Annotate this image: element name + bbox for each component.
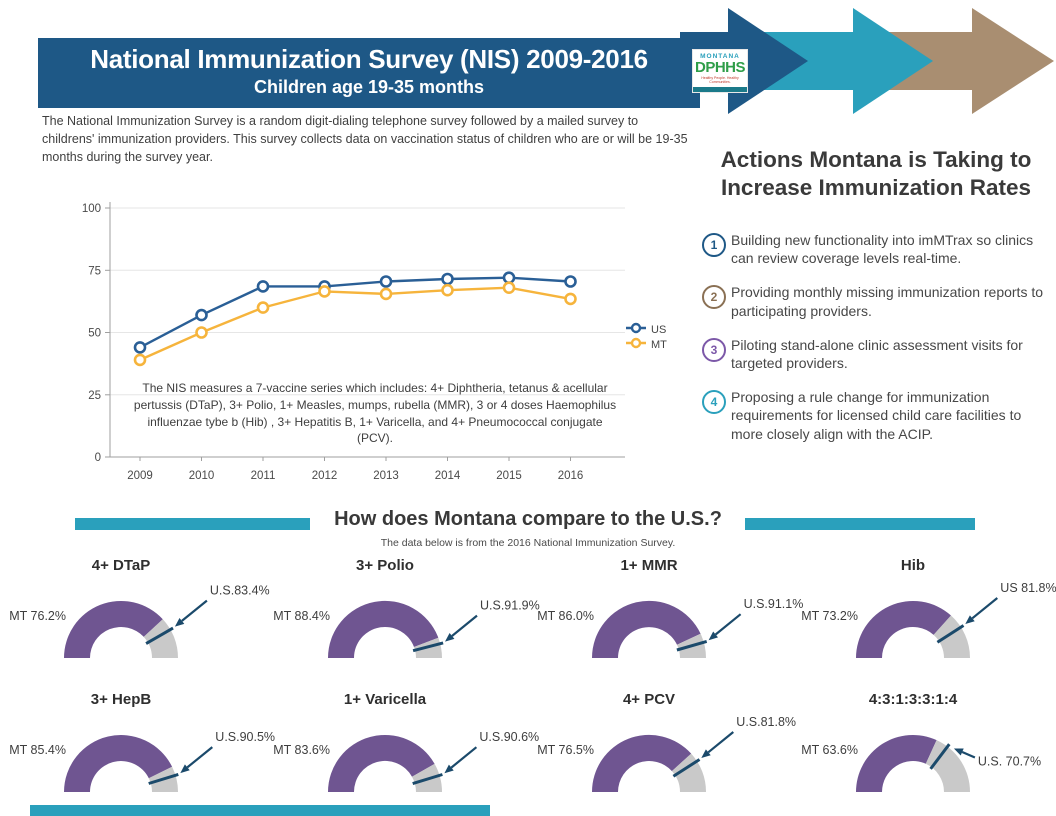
action-item-2: 2 Providing monthly missing immunization… bbox=[702, 283, 1052, 319]
svg-text:2016: 2016 bbox=[558, 470, 584, 482]
page-title: National Immunization Survey (NIS) 2009-… bbox=[90, 44, 648, 74]
numbered-badge-3: 3 bbox=[702, 337, 726, 362]
action-item-4: 4 Proposing a rule change for immunizati… bbox=[702, 388, 1052, 443]
action-text-4: Proposing a rule change for immunization… bbox=[731, 389, 1022, 442]
svg-text:MT 88.4%: MT 88.4% bbox=[273, 609, 330, 623]
chart-note: The NIS measures a 7-vaccine series whic… bbox=[133, 381, 617, 446]
logo-strip bbox=[693, 87, 747, 92]
svg-text:50: 50 bbox=[88, 328, 101, 340]
gauge-cell-3-hepb: 3+ HepB MT 85.4% U.S.90.5% bbox=[0, 686, 275, 806]
header-band: National Immunization Survey (NIS) 2009-… bbox=[38, 38, 700, 108]
comparison-title: How does Montana compare to the U.S.? bbox=[334, 508, 722, 530]
svg-text:4+ DTaP: 4+ DTaP bbox=[92, 557, 151, 574]
arrow-banner-icon bbox=[680, 8, 1054, 114]
svg-text:4:3:1:3:3:1:4: 4:3:1:3:3:1:4 bbox=[869, 691, 958, 708]
gauge-cell-4-pcv: 4+ PCV MT 76.5% U.S.81.8% bbox=[528, 686, 796, 806]
actions-panel-title: Actions Montana is Taking to Increase Im… bbox=[720, 147, 1032, 201]
numbered-badge-4: 4 bbox=[702, 390, 726, 415]
svg-text:MT 76.2%: MT 76.2% bbox=[9, 609, 66, 623]
gauge-chart: Hib MT 73.2% US 81.8% bbox=[801, 557, 1056, 658]
logo-agency-label: DPHHS bbox=[694, 59, 746, 76]
svg-text:2010: 2010 bbox=[189, 470, 215, 482]
svg-text:2014: 2014 bbox=[435, 470, 461, 482]
gauge-chart: 3+ Polio MT 88.4% U.S.91.9% bbox=[273, 557, 540, 658]
gauge-row-1: 4+ DTaP MT 76.2% U.S.83.4% 3+ Polio MT 88.4%… bbox=[0, 552, 1056, 672]
svg-text:Hib: Hib bbox=[901, 557, 925, 574]
svg-text:2011: 2011 bbox=[251, 470, 276, 482]
gauge-chart: 3+ HepB MT 85.4% U.S.90.5% bbox=[9, 691, 275, 792]
svg-text:U.S.83.4%: U.S.83.4% bbox=[210, 584, 270, 598]
comparison-subtitle: The data below is from the 2016 National… bbox=[380, 537, 676, 549]
logo-tagline: Healthy People. Healthy Communities. bbox=[701, 76, 739, 84]
intro-paragraph: The National Immunization Survey is a ra… bbox=[42, 114, 688, 164]
divider-bar-right bbox=[745, 518, 975, 530]
svg-text:MT 76.5%: MT 76.5% bbox=[537, 743, 594, 757]
svg-text:U.S.91.9%: U.S.91.9% bbox=[480, 599, 540, 613]
svg-text:100: 100 bbox=[82, 203, 101, 215]
dphhs-logo: MONTANA DPHHS Healthy People. Healthy Co… bbox=[693, 50, 747, 92]
svg-text:2012: 2012 bbox=[312, 470, 338, 482]
gauge-chart: 1+ Varicella MT 83.6% U.S.90.6% bbox=[273, 691, 539, 792]
mt-series-marker-icon bbox=[626, 337, 646, 352]
legend-label-us: US bbox=[651, 323, 667, 336]
trend-line-chart: 0 25 50 75 100 2009 2010 2011 2012 2013 2014 2015 20… bbox=[82, 202, 625, 482]
gauge-chart: 1+ MMR MT 86.0% U.S.91.1% bbox=[537, 557, 803, 658]
gauge-cell-hib: Hib MT 73.2% US 81.8% bbox=[792, 552, 1056, 672]
svg-text:0: 0 bbox=[95, 452, 101, 464]
svg-text:2015: 2015 bbox=[496, 470, 522, 482]
gauge-cell-1-varicella: 1+ Varicella MT 83.6% U.S.90.6% bbox=[264, 686, 539, 806]
gauge-cell-4-3-1-3-3-1-4: 4:3:1:3:3:1:4 MT 63.6% U.S. 70.7% bbox=[792, 686, 1056, 806]
legend-item-mt: MT bbox=[626, 337, 667, 352]
svg-text:U.S.91.1%: U.S.91.1% bbox=[744, 597, 804, 611]
gauge-cell-4-dtap: 4+ DTaP MT 76.2% U.S.83.4% bbox=[0, 552, 270, 672]
page-subtitle: Children age 19-35 months bbox=[253, 77, 485, 97]
logo-state-label: MONTANA bbox=[700, 53, 740, 60]
svg-text:MT 73.2%: MT 73.2% bbox=[801, 609, 858, 623]
svg-text:3+ HepB: 3+ HepB bbox=[91, 691, 152, 708]
svg-text:25: 25 bbox=[88, 390, 101, 402]
numbered-badge-1: 1 bbox=[702, 233, 726, 257]
footer-bar bbox=[30, 805, 490, 816]
svg-text:MT 85.4%: MT 85.4% bbox=[9, 743, 66, 757]
chart-legend: US MT bbox=[626, 322, 667, 352]
gauge-chart: 4+ PCV MT 76.5% U.S.81.8% bbox=[537, 691, 796, 792]
svg-text:3+ Polio: 3+ Polio bbox=[356, 557, 414, 574]
svg-text:MT 86.0%: MT 86.0% bbox=[537, 609, 594, 623]
svg-text:MT 83.6%: MT 83.6% bbox=[273, 743, 330, 757]
divider-bar-left bbox=[75, 518, 310, 530]
gauge-chart: 4:3:1:3:3:1:4 MT 63.6% U.S. 70.7% bbox=[801, 691, 1041, 792]
svg-text:MT 63.6%: MT 63.6% bbox=[801, 743, 858, 757]
gauge-grid: 4+ DTaP MT 76.2% U.S.83.4% 3+ Polio MT 88.4%… bbox=[0, 552, 1056, 806]
gauge-cell-3-polio: 3+ Polio MT 88.4% U.S.91.9% bbox=[264, 552, 540, 672]
action-text-2: Providing monthly missing immunization r… bbox=[731, 284, 1044, 319]
svg-text:2013: 2013 bbox=[373, 470, 399, 482]
action-text-1: Building new functionality into imMTrax … bbox=[731, 232, 1034, 267]
gauge-chart: 4+ DTaP MT 76.2% U.S.83.4% bbox=[9, 557, 270, 658]
legend-label-mt: MT bbox=[651, 338, 667, 351]
actions-list: 1 Building new functionality into imMTra… bbox=[702, 231, 1052, 459]
svg-text:U.S.81.8%: U.S.81.8% bbox=[736, 715, 796, 729]
trend-chart-container: 0 25 50 75 100 2009 2010 2011 2012 2013 2014 2015 20… bbox=[75, 192, 695, 492]
svg-text:U.S. 70.7%: U.S. 70.7% bbox=[978, 755, 1041, 769]
svg-text:75: 75 bbox=[88, 265, 101, 277]
action-text-3: Piloting stand-alone clinic assessment v… bbox=[731, 336, 1023, 371]
gauge-row-2: 3+ HepB MT 85.4% U.S.90.5% 1+ Varicella MT 8… bbox=[0, 686, 1056, 806]
numbered-badge-2: 2 bbox=[702, 285, 726, 310]
svg-text:U.S.90.6%: U.S.90.6% bbox=[479, 730, 539, 744]
action-item-1: 1 Building new functionality into imMTra… bbox=[702, 231, 1052, 267]
us-series-marker-icon bbox=[626, 322, 646, 337]
gauge-cell-1-mmr: 1+ MMR MT 86.0% U.S.91.1% bbox=[528, 552, 803, 672]
svg-text:1+ Varicella: 1+ Varicella bbox=[344, 691, 427, 708]
svg-text:US 81.8%: US 81.8% bbox=[1000, 581, 1056, 595]
trend-chart: 0 25 50 75 100 2009 2010 2011 2012 2013 2014 2015 20… bbox=[75, 192, 695, 497]
svg-text:4+ PCV: 4+ PCV bbox=[623, 691, 675, 708]
svg-text:U.S.90.5%: U.S.90.5% bbox=[215, 730, 275, 744]
svg-text:1+ MMR: 1+ MMR bbox=[620, 557, 677, 574]
legend-item-us: US bbox=[626, 322, 667, 337]
svg-text:2009: 2009 bbox=[127, 470, 153, 482]
action-item-3: 3 Piloting stand-alone clinic assessment… bbox=[702, 336, 1052, 372]
